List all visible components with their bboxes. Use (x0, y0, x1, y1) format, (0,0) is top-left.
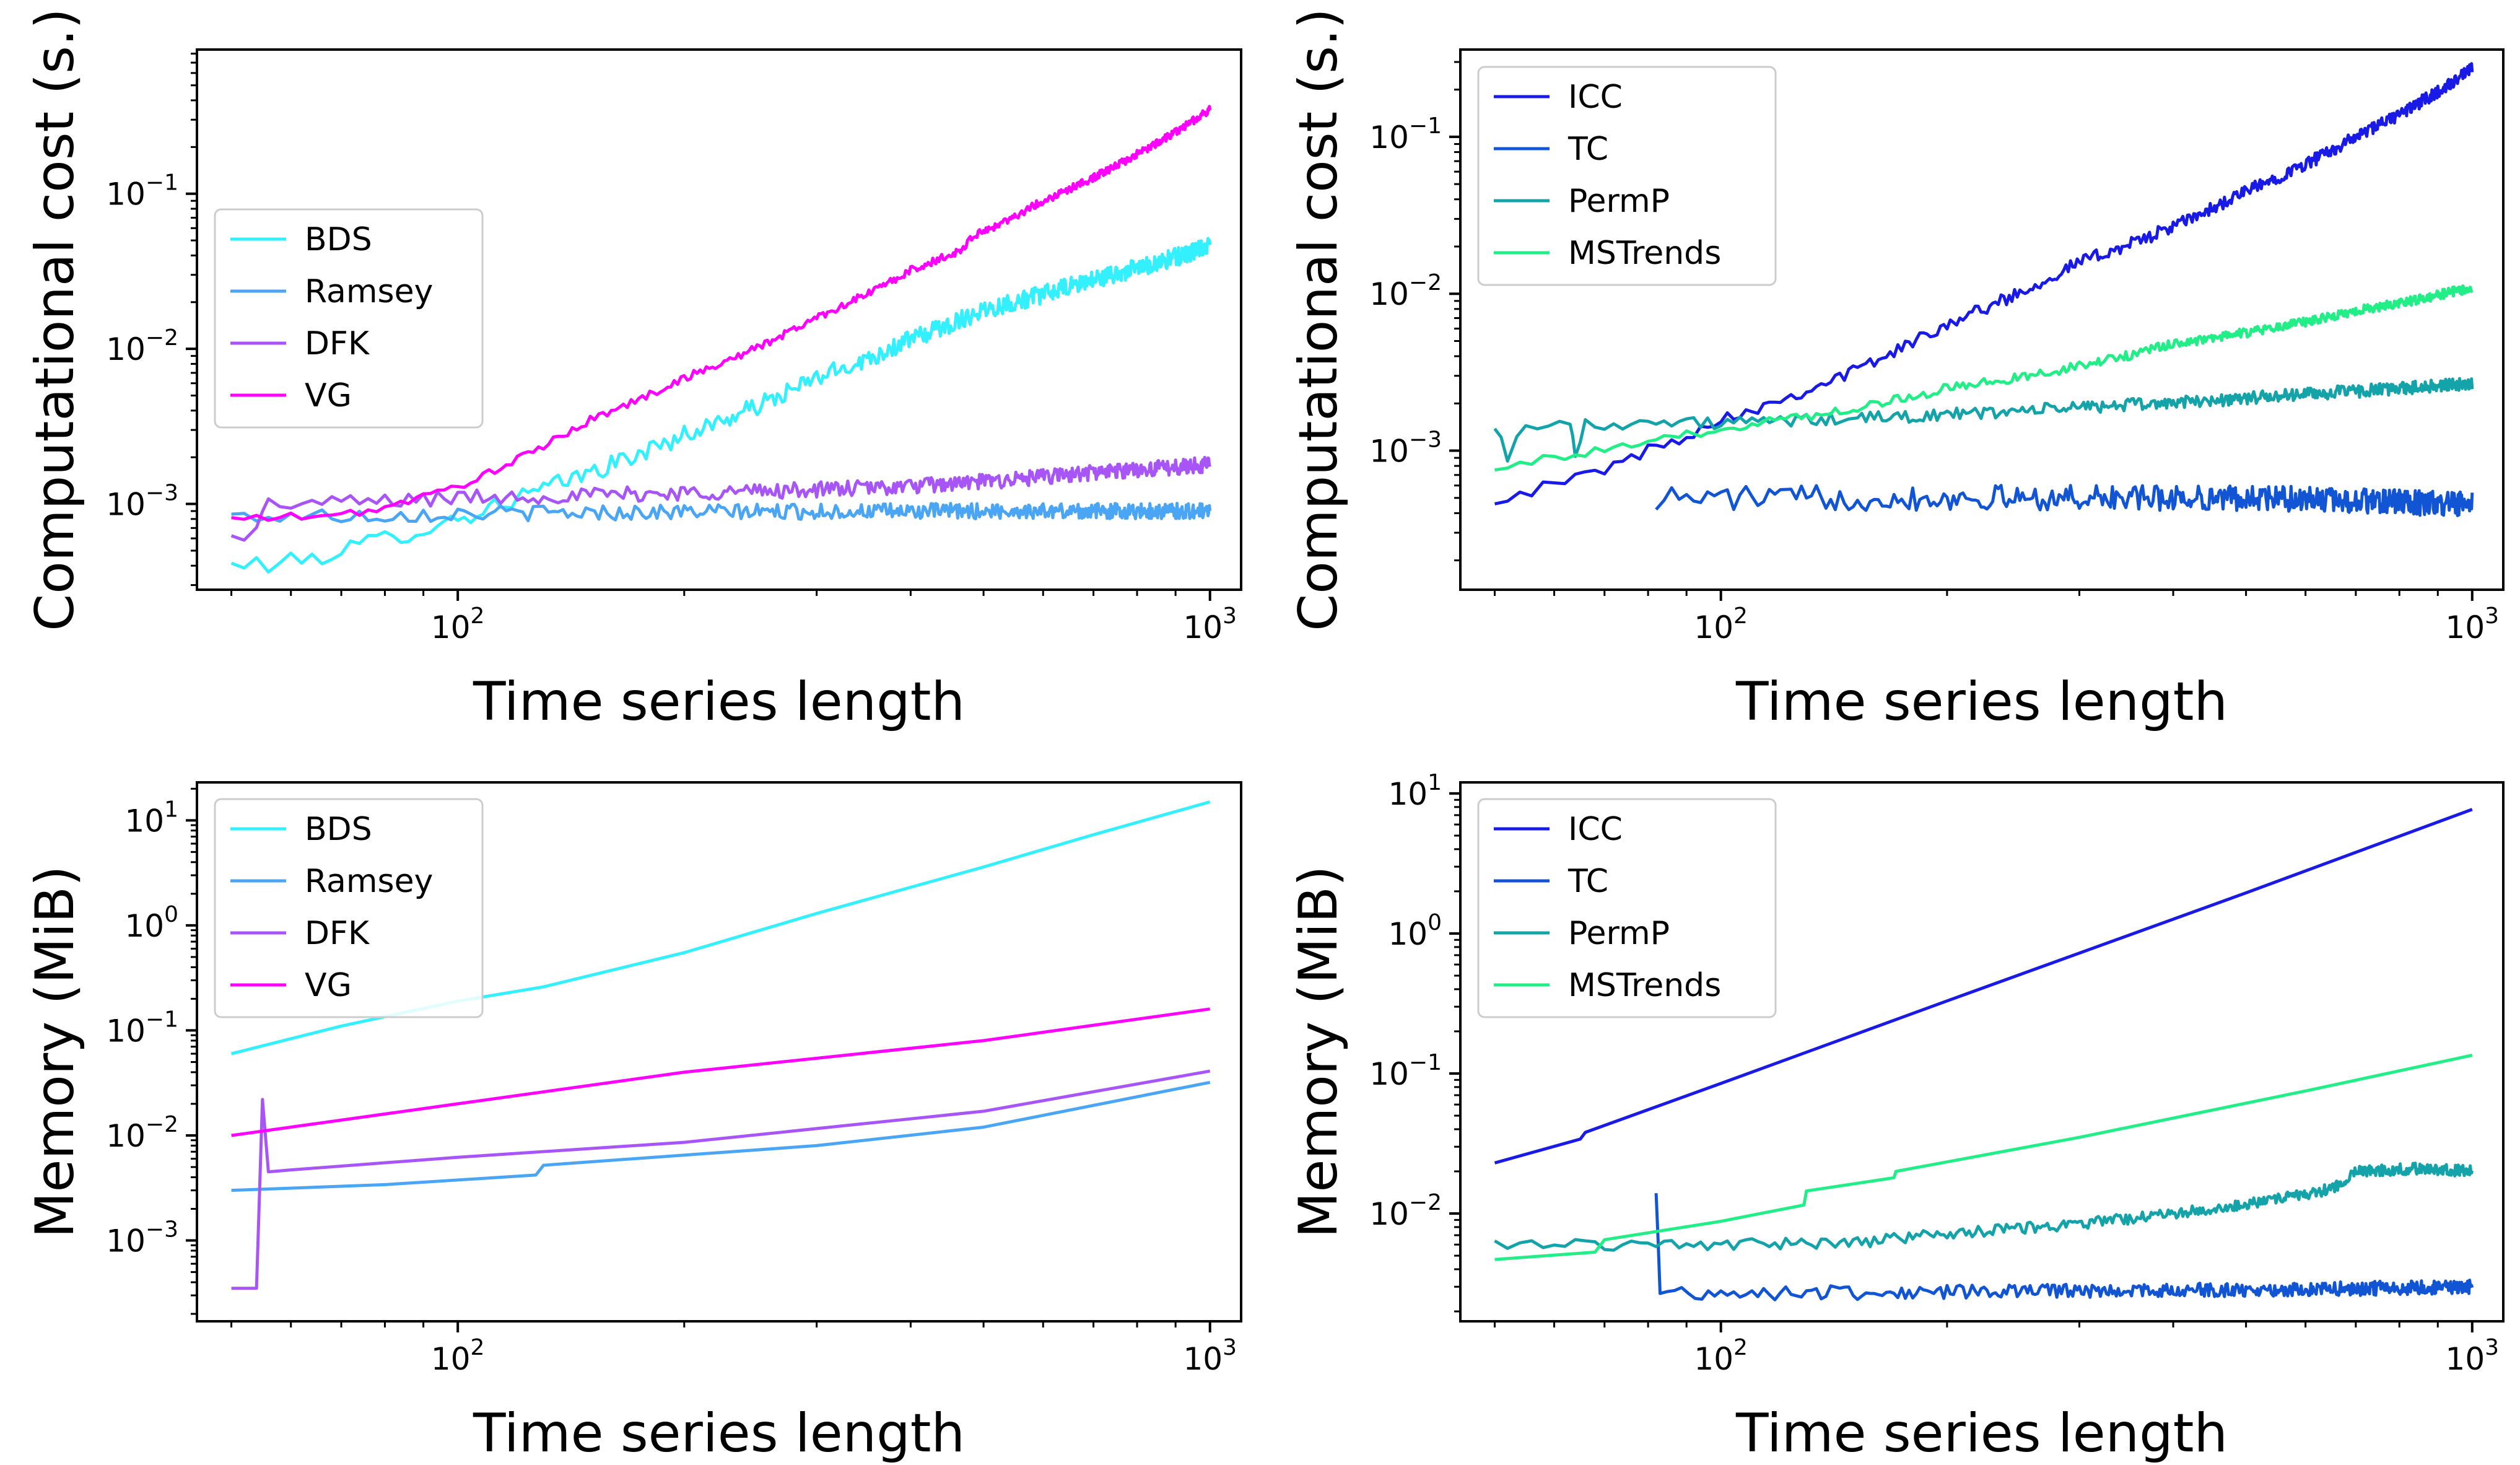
series-line-icc (1494, 808, 2473, 1165)
legend-label: DFK (305, 325, 370, 362)
y-tick-label: 10−2 (106, 1112, 178, 1154)
plot-frame (196, 48, 1242, 591)
series-line-ramsey (231, 502, 1212, 523)
legend-label: MSTrends (1568, 967, 1721, 1004)
plot-frame (1459, 781, 2505, 1323)
legend-label: Ramsey (305, 863, 433, 900)
chart-panel-1: 102 103 10−3 10−2 10−1 BDS Ramsey DFK VG Time ser… (24, 8, 1242, 733)
legend-label: VG (305, 377, 352, 414)
y-tick-label: 10−3 (1369, 427, 1442, 470)
y-tick-label: 100 (1388, 910, 1442, 952)
plot-frame (1459, 48, 2505, 591)
legend-label: ICC (1568, 79, 1623, 116)
series-line-dfk (231, 1069, 1211, 1290)
legend-label: Ramsey (305, 273, 433, 310)
y-tick-label: 101 (1388, 770, 1442, 812)
series-line-vg (231, 105, 1212, 522)
x-tick-label: 102 (1694, 1335, 1748, 1377)
legend-label: BDS (305, 811, 372, 848)
y-tick-label: 10−1 (1369, 1050, 1442, 1092)
x-tick-label: 102 (1694, 603, 1748, 645)
legend-label: DFK (305, 915, 370, 952)
legend-label: ICC (1568, 811, 1623, 848)
chart-panel-3: 102 103 10−3 10−2 10−1 100 101 BDS Ramsey DFK VG Ti… (24, 781, 1242, 1464)
legend: BDS Ramsey DFK VG (214, 208, 484, 429)
x-axis-label: Time series length (473, 1402, 965, 1464)
y-tick-label: 10−1 (106, 170, 178, 212)
x-axis-label: Time series length (473, 671, 965, 733)
series-line-tc (1655, 484, 2474, 517)
y-axis-label: Computational cost (s.) (24, 8, 86, 631)
legend-label: TC (1567, 131, 1608, 168)
y-tick-label: 10−2 (1369, 270, 1442, 312)
legend-label: VG (305, 967, 352, 1004)
legend-label: TC (1567, 863, 1608, 900)
series-line-tc (1654, 1193, 2474, 1301)
y-tick-label: 10−3 (106, 1217, 178, 1259)
plot-frame (196, 781, 1242, 1323)
y-tick-label: 10−2 (106, 325, 178, 367)
series-line-dfk (230, 455, 1212, 542)
series-line-permp (1493, 377, 2474, 463)
legend-label: MSTrends (1568, 235, 1721, 272)
x-tick-label: 102 (431, 603, 485, 645)
x-tick-label: 103 (1183, 603, 1237, 645)
y-tick-label: 10−3 (106, 481, 178, 523)
series-line-vg (231, 1007, 1211, 1137)
legend-box (214, 798, 484, 1018)
series-line-ramsey (231, 1080, 1211, 1192)
y-tick-label: 10−2 (1369, 1190, 1442, 1232)
chart-panel-4: 102 103 10−2 10−1 100 101 ICC TC PermP MSTrends Ti… (1288, 770, 2505, 1464)
x-tick-label: 103 (2446, 603, 2500, 645)
legend-box (1477, 66, 1777, 286)
series-lines (1493, 62, 2474, 517)
x-tick-label: 103 (1183, 1335, 1237, 1377)
series-line-bds (230, 237, 1212, 574)
legend-box (1477, 798, 1777, 1018)
legend: BDS Ramsey DFK VG (214, 798, 484, 1018)
x-tick-label: 102 (431, 1335, 485, 1377)
y-tick-label: 10−1 (106, 1007, 178, 1049)
legend-label: PermP (1568, 915, 1670, 952)
legend-box (214, 208, 484, 429)
series-lines (230, 105, 1212, 574)
y-tick-label: 10−1 (1369, 113, 1442, 155)
y-tick-label: 101 (124, 797, 178, 839)
series-lines (1494, 808, 2474, 1301)
legend: ICC TC PermP MSTrends (1477, 66, 1777, 286)
series-line-mstrends (1494, 1054, 2473, 1261)
series-line-permp (1494, 1161, 2474, 1252)
series-line-mstrends (1494, 284, 2474, 472)
y-axis-label: Computational cost (s.) (1288, 8, 1349, 631)
legend: ICC TC PermP MSTrends (1477, 798, 1777, 1018)
legend-label: BDS (305, 221, 372, 258)
chart-panel-2: 102 103 10−3 10−2 10−1 ICC TC PermP MSTrends Time… (1288, 8, 2505, 733)
y-axis-label: Memory (MiB) (24, 865, 86, 1238)
series-line-icc (1494, 62, 2474, 505)
x-axis-label: Time series length (1735, 1402, 2228, 1464)
legend-label: PermP (1568, 183, 1670, 220)
x-tick-label: 103 (2446, 1335, 2500, 1377)
y-tick-label: 100 (124, 902, 178, 944)
x-axis-label: Time series length (1735, 671, 2228, 733)
y-axis-label: Memory (MiB) (1288, 865, 1349, 1238)
